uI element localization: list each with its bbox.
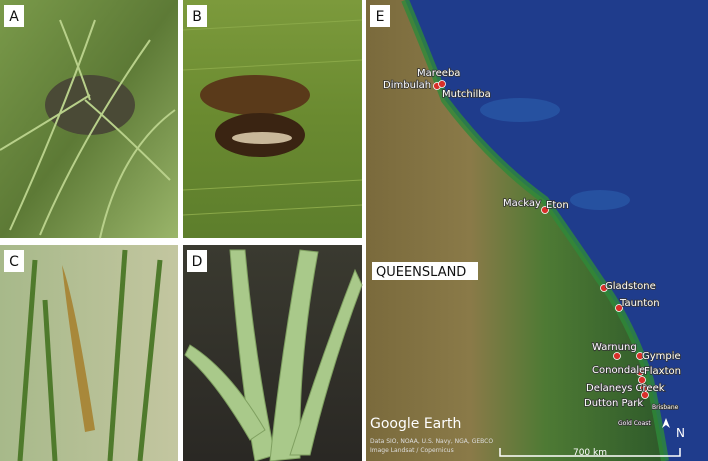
panel-d: D xyxy=(183,245,363,461)
place-label: Mackay xyxy=(503,198,541,209)
panel-a: A xyxy=(0,0,178,239)
panel-label: D xyxy=(192,254,203,270)
place-label: Eton xyxy=(546,200,569,211)
panel-b: B xyxy=(182,0,363,238)
place-label: Conondale xyxy=(592,365,645,376)
attribution: Image Landsat / Copernicus xyxy=(370,447,454,454)
region-label: QUEENSLAND xyxy=(376,265,466,280)
place-label: Brisbane xyxy=(652,404,679,411)
place-label: Taunton xyxy=(619,298,660,309)
panel-label: B xyxy=(192,9,202,25)
place-label: Dutton Park xyxy=(584,398,643,409)
place-label: Delaneys Creek xyxy=(586,383,665,394)
place-label: Warnung xyxy=(592,342,637,353)
place-label: Mutchilba xyxy=(442,89,491,100)
panel-label: A xyxy=(9,9,19,25)
place-label: Dimbulah xyxy=(383,80,431,91)
brand: Google Earth xyxy=(370,416,461,432)
north-label: N xyxy=(676,426,685,440)
panel-label: C xyxy=(9,254,19,270)
place-label: Flaxton xyxy=(644,366,681,377)
scale-label: 700 km xyxy=(573,448,607,458)
panel-c: C xyxy=(0,245,178,461)
panel-label: E xyxy=(376,9,385,25)
place-label: Mareeba xyxy=(417,68,460,79)
attribution: Data SIO, NOAA, U.S. Navy, NGA, GEBCO xyxy=(370,438,493,445)
place-label: Gold Coast xyxy=(618,420,651,427)
place-label: Gympie xyxy=(642,351,681,362)
place-label: Gladstone xyxy=(605,281,656,292)
